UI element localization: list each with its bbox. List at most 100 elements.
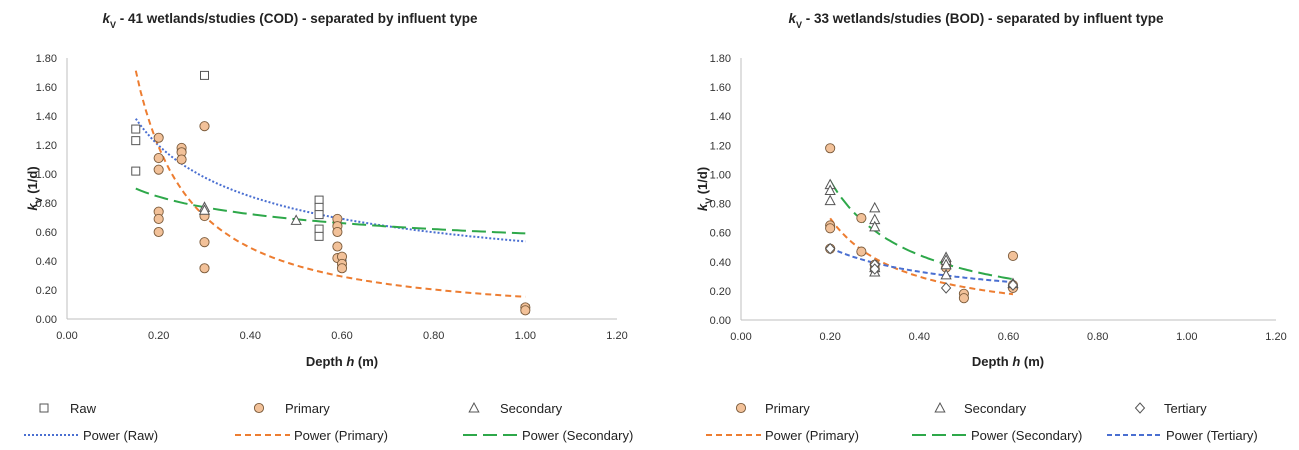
- data-point: [199, 121, 210, 132]
- data-point: [176, 154, 187, 165]
- x-tick-label: 0.40: [909, 331, 930, 343]
- x-tick-label: 0.60: [331, 330, 352, 342]
- y-tick-label: 1.80: [710, 53, 731, 65]
- y-tick-label: 0.80: [36, 198, 57, 210]
- chart-title: kV - 33 wetlands/studies (BOD) - separat…: [788, 11, 1164, 30]
- data-point: [958, 293, 969, 304]
- x-axis-label-var: h: [346, 354, 354, 369]
- x-tick-label: 0.80: [1087, 331, 1108, 343]
- y-axis-label-var: k: [25, 203, 40, 211]
- data-point: [153, 132, 164, 143]
- y-axis-label-sub: V: [34, 197, 44, 203]
- x-tick-label: 1.00: [515, 330, 536, 342]
- trendline-power-secondary: [135, 187, 526, 235]
- x-tick-label: 1.20: [1265, 331, 1286, 343]
- y-axis-label-unit: (1/d): [695, 167, 710, 198]
- x-tick-label: 0.00: [56, 330, 77, 342]
- data-point: [856, 213, 867, 224]
- series-tertiary: [824, 242, 1019, 294]
- x-axis-label: Depth h (m): [306, 354, 378, 369]
- y-tick-label: 1.20: [710, 140, 731, 152]
- data-point: [153, 152, 164, 164]
- y-tick-label: 0.60: [36, 227, 57, 239]
- data-point: [824, 242, 836, 255]
- data-point: [199, 237, 210, 248]
- y-axis-label: kV (1/d): [695, 167, 714, 211]
- y-tick-label: 0.20: [36, 285, 57, 297]
- data-point: [824, 194, 836, 206]
- y-tick-label: 1.60: [36, 82, 57, 94]
- title-var: k: [102, 11, 111, 26]
- y-tick-label: 0.60: [710, 228, 731, 240]
- data-point: [1007, 250, 1019, 262]
- data-point: [856, 246, 867, 257]
- data-point: [940, 282, 952, 294]
- chart-title: kV - 41 wetlands/studies (COD) - separat…: [102, 11, 478, 30]
- data-point: [153, 213, 164, 224]
- trendline-power-secondary: [829, 180, 1014, 281]
- y-tick-label: 0.80: [710, 199, 731, 211]
- data-point: [332, 226, 343, 238]
- chart-2: kV - 33 wetlands/studies (BOD) - separat…: [695, 11, 1287, 443]
- legend-label: Power (Secondary): [522, 428, 633, 443]
- series-raw: [131, 70, 530, 314]
- data-point: [825, 223, 836, 234]
- y-tick-label: 1.40: [710, 111, 731, 123]
- data-point: [1007, 279, 1019, 291]
- legend-marker-raw: [39, 403, 49, 413]
- data-point: [131, 136, 141, 146]
- legend-label: Secondary: [500, 401, 563, 416]
- y-tick-label: 1.80: [36, 53, 57, 65]
- x-tick-label: 0.80: [423, 330, 444, 342]
- y-axis-label: kV (1/d): [25, 166, 44, 210]
- y-axis-label-sub: V: [704, 198, 714, 204]
- data-point: [314, 231, 324, 241]
- legend-label: Power (Primary): [765, 428, 859, 443]
- x-tick-label: 1.00: [1176, 331, 1197, 343]
- legend-marker-secondary: [468, 401, 480, 413]
- x-axis-label-main: Depth: [306, 354, 346, 369]
- y-tick-label: 0.40: [36, 256, 57, 268]
- trendline-power-tertiary: [829, 246, 1014, 284]
- series-primary: [153, 121, 531, 316]
- y-tick-label: 0.40: [710, 257, 731, 269]
- y-tick-label: 1.20: [36, 140, 57, 152]
- data-point: [869, 201, 881, 213]
- x-tick-label: 0.40: [240, 330, 261, 342]
- data-point: [940, 258, 952, 270]
- y-tick-label: 1.40: [36, 111, 57, 123]
- y-tick-label: 1.00: [36, 169, 57, 181]
- legend-label: Primary: [285, 401, 330, 416]
- x-axis-label-unit: (m): [1020, 354, 1044, 369]
- x-tick-label: 0.60: [998, 331, 1019, 343]
- series-secondary: [824, 178, 1019, 289]
- data-point: [825, 143, 836, 154]
- title-sub: V: [110, 20, 116, 30]
- y-tick-label: 0.20: [710, 286, 731, 298]
- x-axis-label-var: h: [1012, 354, 1020, 369]
- legend-label: Secondary: [964, 401, 1027, 416]
- data-point: [940, 268, 952, 280]
- data-point: [200, 70, 209, 80]
- data-point: [824, 184, 836, 195]
- data-point: [131, 166, 141, 176]
- x-axis-label-main: Depth: [972, 354, 1012, 369]
- y-axis-label-unit: (1/d): [25, 166, 40, 197]
- title-rest: - 41 wetlands/studies (COD) - separated …: [116, 11, 478, 26]
- data-point: [869, 220, 881, 232]
- x-axis-label: Depth h (m): [972, 354, 1044, 369]
- series-primary: [825, 143, 1019, 304]
- data-point: [153, 164, 164, 175]
- data-point: [199, 263, 210, 274]
- y-axis-label-var: k: [695, 203, 710, 211]
- legend-label: Primary: [765, 401, 810, 416]
- legend-label: Power (Secondary): [971, 428, 1082, 443]
- legend-marker-secondary: [934, 401, 946, 413]
- data-point: [869, 263, 880, 275]
- data-point: [336, 263, 348, 274]
- y-tick-label: 1.00: [710, 169, 731, 181]
- x-tick-label: 0.20: [819, 331, 840, 343]
- data-point: [153, 226, 164, 238]
- title-rest: - 33 wetlands/studies (BOD) - separated …: [802, 11, 1164, 26]
